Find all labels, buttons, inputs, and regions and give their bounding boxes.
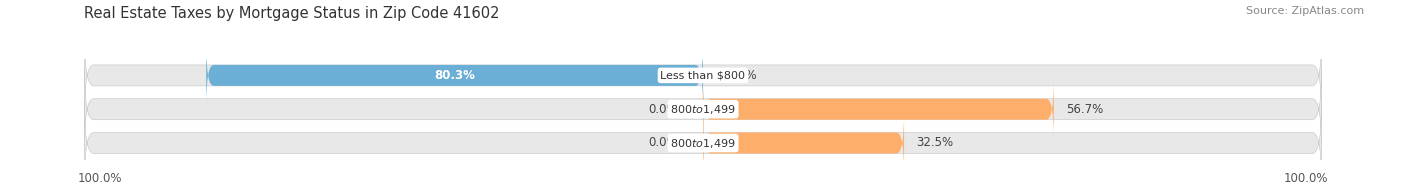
Text: 100.0%: 100.0% xyxy=(77,172,122,185)
FancyBboxPatch shape xyxy=(84,69,1322,149)
Text: 0.0%: 0.0% xyxy=(728,69,758,82)
FancyBboxPatch shape xyxy=(207,45,703,105)
Text: 0.0%: 0.0% xyxy=(648,103,678,116)
Text: 80.3%: 80.3% xyxy=(434,69,475,82)
Text: Source: ZipAtlas.com: Source: ZipAtlas.com xyxy=(1246,6,1364,16)
Text: $800 to $1,499: $800 to $1,499 xyxy=(671,136,735,150)
Text: 56.7%: 56.7% xyxy=(1066,103,1104,116)
Text: 100.0%: 100.0% xyxy=(1284,172,1329,185)
FancyBboxPatch shape xyxy=(84,35,1322,116)
FancyBboxPatch shape xyxy=(703,113,904,173)
Text: $800 to $1,499: $800 to $1,499 xyxy=(671,103,735,116)
Text: Less than $800: Less than $800 xyxy=(661,70,745,80)
FancyBboxPatch shape xyxy=(84,103,1322,183)
Text: 32.5%: 32.5% xyxy=(917,136,953,150)
Text: Real Estate Taxes by Mortgage Status in Zip Code 41602: Real Estate Taxes by Mortgage Status in … xyxy=(84,6,501,21)
Text: 0.0%: 0.0% xyxy=(648,136,678,150)
FancyBboxPatch shape xyxy=(703,79,1053,139)
